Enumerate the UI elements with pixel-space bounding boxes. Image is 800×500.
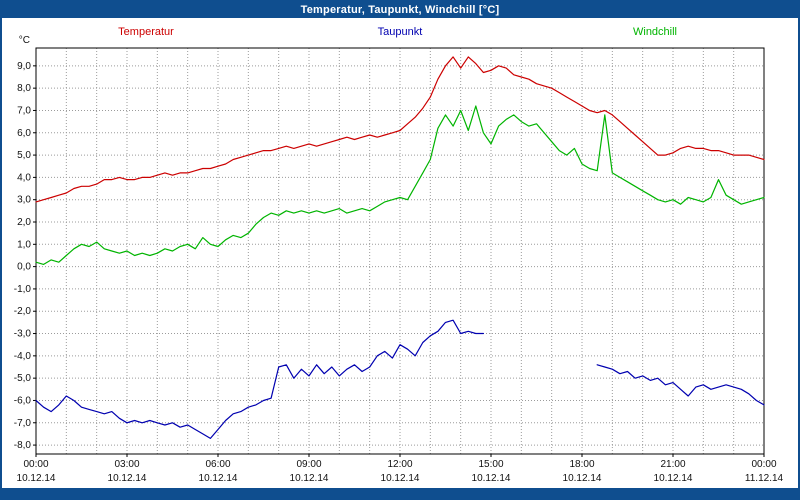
y-tick-label: -7,0 <box>14 418 32 429</box>
legend-temperatur: Temperatur <box>118 26 174 38</box>
y-tick-label: -2,0 <box>14 306 32 317</box>
x-tick-time-label: 15:00 <box>478 459 503 470</box>
x-tick-date-label: 10.12.14 <box>290 473 329 484</box>
y-tick-label: -4,0 <box>14 351 32 362</box>
y-tick-label: 5,0 <box>17 150 31 161</box>
y-tick-label: -6,0 <box>14 395 32 406</box>
x-tick-time-label: 00:00 <box>751 459 776 470</box>
y-tick-label: 4,0 <box>17 172 31 183</box>
x-tick-time-label: 09:00 <box>296 459 321 470</box>
x-tick-date-label: 10.12.14 <box>563 473 602 484</box>
x-tick-date-label: 10.12.14 <box>472 473 511 484</box>
plot-border <box>35 47 765 455</box>
legend-windchill: Windchill <box>632 26 678 38</box>
x-tick-time-label: 21:00 <box>660 459 685 470</box>
series-temperatur-line <box>35 56 765 203</box>
y-tick-label: 8,0 <box>17 83 31 94</box>
y-tick-label: 2,0 <box>17 217 31 228</box>
x-tick-date-label: 11.12.14 <box>745 473 784 484</box>
bottom-bar <box>2 488 798 498</box>
x-tick-time-label: 12:00 <box>387 459 412 470</box>
y-tick-label: -5,0 <box>14 373 32 384</box>
x-tick-time-label: 18:00 <box>569 459 594 470</box>
x-tick-time-label: 06:00 <box>205 459 230 470</box>
x-tick-date-label: 10.12.14 <box>17 473 56 484</box>
y-tick-label: 9,0 <box>17 61 31 72</box>
y-tick-label: 6,0 <box>17 128 31 139</box>
x-tick-date-label: 10.12.14 <box>199 473 238 484</box>
y-tick-label: -1,0 <box>14 284 32 295</box>
legend-taupunkt: Taupunkt <box>377 26 423 38</box>
y-axis-unit-label: °C <box>19 35 30 46</box>
y-tick-label: -3,0 <box>14 329 32 340</box>
x-tick-date-label: 10.12.14 <box>381 473 420 484</box>
window-title: Temperatur, Taupunkt, Windchill [°C] <box>300 4 500 16</box>
y-tick-label: 3,0 <box>17 195 31 206</box>
x-tick-time-label: 00:00 <box>23 459 48 470</box>
y-tick-label: -8,0 <box>14 440 32 451</box>
y-tick-label: 1,0 <box>17 239 31 250</box>
y-tick-label: 7,0 <box>17 105 31 116</box>
y-tick-label: 0,0 <box>17 262 31 273</box>
chart-plot-area: 9,0 8,0 7,0 6,0 5,0 4,0 3,0 2,0 1,0 0,0 -1,0 -2,0 -3… <box>14 35 784 484</box>
series-windchill-line <box>35 105 765 265</box>
x-tick-date-label: 10.12.14 <box>654 473 693 484</box>
title-bar: Temperatur, Taupunkt, Windchill [°C] <box>2 2 798 18</box>
series-taupunkt-line <box>35 319 765 439</box>
x-tick-time-label: 03:00 <box>114 459 139 470</box>
x-tick-date-label: 10.12.14 <box>108 473 147 484</box>
